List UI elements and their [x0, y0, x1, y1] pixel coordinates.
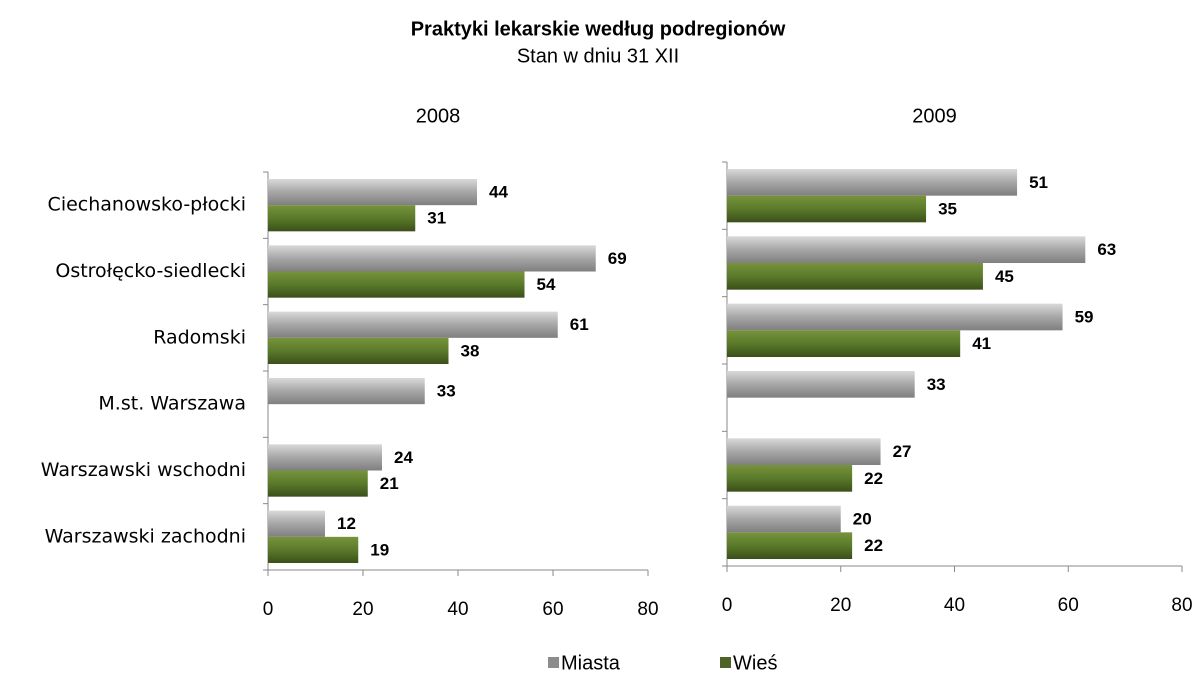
category-label: Warszawski zachodni [45, 525, 246, 547]
legend-swatch [720, 657, 731, 668]
value-label: 12 [337, 514, 356, 533]
category-label: Ciechanowsko-płocki [48, 194, 246, 216]
category-label: M.st. Warszawa [98, 393, 246, 415]
value-label: 54 [537, 275, 556, 294]
chart-subtitle: Stan w dniu 31 XII [517, 45, 679, 67]
bar [268, 470, 368, 497]
category-label: Warszawski wschodni [41, 459, 246, 481]
value-label: 44 [489, 183, 508, 202]
bar [727, 532, 853, 559]
bar [268, 245, 596, 272]
x-tick-label: 20 [352, 599, 373, 620]
bar [268, 337, 449, 364]
bar [727, 263, 983, 290]
legend-label: Wieś [733, 652, 777, 674]
x-tick-label: 80 [1171, 595, 1192, 616]
bar [268, 179, 477, 206]
bar [268, 271, 525, 298]
value-label: 20 [853, 509, 872, 528]
bar [268, 536, 359, 563]
bar [268, 311, 558, 338]
bar [268, 378, 425, 405]
value-label: 61 [570, 315, 589, 334]
value-label: 45 [995, 267, 1014, 286]
value-label: 24 [394, 448, 413, 467]
x-tick-label: 20 [830, 595, 851, 616]
bar [727, 505, 841, 533]
value-label: 21 [380, 474, 399, 493]
category-label: Radomski [153, 326, 246, 348]
category-label: Ostrołęcko-siedlecki [55, 260, 246, 282]
x-tick-label: 60 [1058, 595, 1079, 616]
bar [727, 371, 915, 398]
subplot-title: 2008 [416, 105, 461, 127]
bar [727, 330, 961, 357]
value-label: 31 [427, 209, 446, 228]
value-label: 63 [1097, 240, 1116, 259]
value-label: 27 [893, 442, 912, 461]
value-label: 22 [864, 469, 883, 488]
value-label: 51 [1029, 173, 1048, 192]
bar [727, 195, 927, 223]
value-label: 69 [608, 249, 627, 268]
bar [268, 205, 416, 232]
bar [268, 444, 382, 471]
value-label: 35 [938, 199, 957, 218]
legend-swatch [548, 657, 559, 668]
x-tick-label: 40 [944, 595, 965, 616]
value-label: 33 [927, 375, 946, 394]
bar [727, 236, 1086, 263]
bar [268, 510, 325, 537]
bar [727, 438, 881, 465]
value-label: 22 [864, 536, 883, 555]
value-label: 19 [370, 540, 389, 559]
bar [727, 303, 1063, 331]
x-tick-label: 60 [542, 599, 563, 620]
bar [727, 465, 853, 492]
x-tick-label: 80 [637, 599, 658, 620]
value-label: 38 [461, 341, 480, 360]
x-tick-label: 0 [722, 595, 733, 616]
value-label: 41 [972, 334, 991, 353]
bar [727, 169, 1018, 196]
chart-title: Praktyki lekarskie według podregionów [411, 18, 786, 40]
value-label: 59 [1075, 307, 1094, 326]
x-tick-label: 0 [263, 599, 274, 620]
legend-label: Miasta [561, 652, 621, 674]
value-label: 33 [437, 382, 456, 401]
subplot-title: 2009 [912, 105, 957, 127]
x-tick-label: 40 [447, 599, 468, 620]
